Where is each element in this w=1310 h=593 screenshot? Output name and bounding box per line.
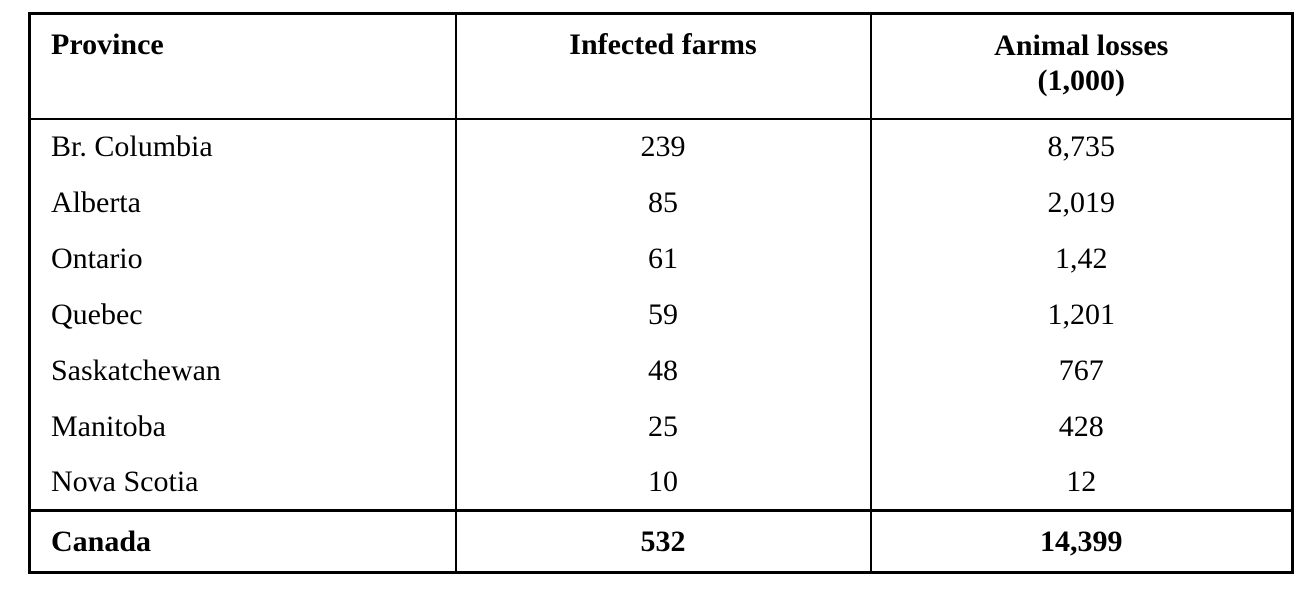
table-row: Nova Scotia 10 12 bbox=[30, 454, 1293, 511]
cell-infected-farms: 10 bbox=[454, 454, 871, 511]
header-row: Province Infected farms Animal losses (1… bbox=[29, 13, 1293, 120]
cell-infected-farms: 25 bbox=[454, 398, 871, 455]
table-row: Manitoba 25 428 bbox=[30, 398, 1293, 455]
cell-infected-farms: 85 bbox=[454, 174, 871, 231]
cell-infected-farms: 59 bbox=[454, 286, 871, 343]
cell-animal-losses: 1,42 bbox=[869, 230, 1293, 287]
cell-animal-losses: 2,019 bbox=[869, 174, 1293, 231]
cell-infected-farms: 239 bbox=[454, 118, 871, 175]
province-losses-table: Province Infected farms Animal losses (1… bbox=[28, 12, 1294, 574]
total-row: Canada 532 14,399 bbox=[29, 509, 1293, 573]
cell-infected-farms: 61 bbox=[454, 230, 871, 287]
cell-animal-losses: 1,201 bbox=[869, 286, 1293, 343]
table-footer: Canada 532 14,399 bbox=[29, 509, 1293, 573]
header-animal-losses-unit: (1,000) bbox=[1037, 64, 1125, 97]
province-losses-table-container: Province Infected farms Animal losses (1… bbox=[28, 12, 1294, 574]
cell-province: Ontario bbox=[51, 241, 143, 275]
header-province: Province bbox=[29, 13, 456, 120]
table-header: Province Infected farms Animal losses (1… bbox=[29, 13, 1293, 120]
total-infected-farms: 532 bbox=[454, 509, 871, 573]
total-animal-losses: 14,399 bbox=[869, 509, 1293, 573]
cell-province: Manitoba bbox=[51, 409, 166, 443]
cell-province: Alberta bbox=[51, 185, 141, 219]
table-row: Ontario 61 1,42 bbox=[30, 230, 1293, 287]
cell-animal-losses: 428 bbox=[869, 398, 1293, 455]
cell-province: Quebec bbox=[51, 297, 143, 331]
header-animal-losses-label: Animal losses bbox=[994, 29, 1169, 62]
cell-province: Br. Columbia bbox=[51, 130, 213, 163]
cell-animal-losses: 767 bbox=[869, 342, 1293, 399]
cell-province: Saskatchewan bbox=[51, 353, 221, 387]
cell-infected-farms: 48 bbox=[454, 342, 871, 399]
table-body: Br. Columbia 239 8,735 Alberta 85 2,019 … bbox=[30, 118, 1293, 511]
table-row: Quebec 59 1,201 bbox=[30, 286, 1293, 343]
header-infected-farms: Infected farms bbox=[454, 13, 871, 120]
cell-animal-losses: 12 bbox=[869, 454, 1293, 511]
total-province: Canada bbox=[29, 509, 456, 573]
cell-animal-losses: 8,735 bbox=[869, 118, 1293, 175]
header-animal-losses: Animal losses (1,000) bbox=[869, 13, 1293, 120]
cell-province: Nova Scotia bbox=[51, 464, 199, 498]
table-row: Saskatchewan 48 767 bbox=[30, 342, 1293, 399]
table-row: Br. Columbia 239 8,735 bbox=[30, 118, 1293, 175]
table-row: Alberta 85 2,019 bbox=[30, 174, 1293, 231]
